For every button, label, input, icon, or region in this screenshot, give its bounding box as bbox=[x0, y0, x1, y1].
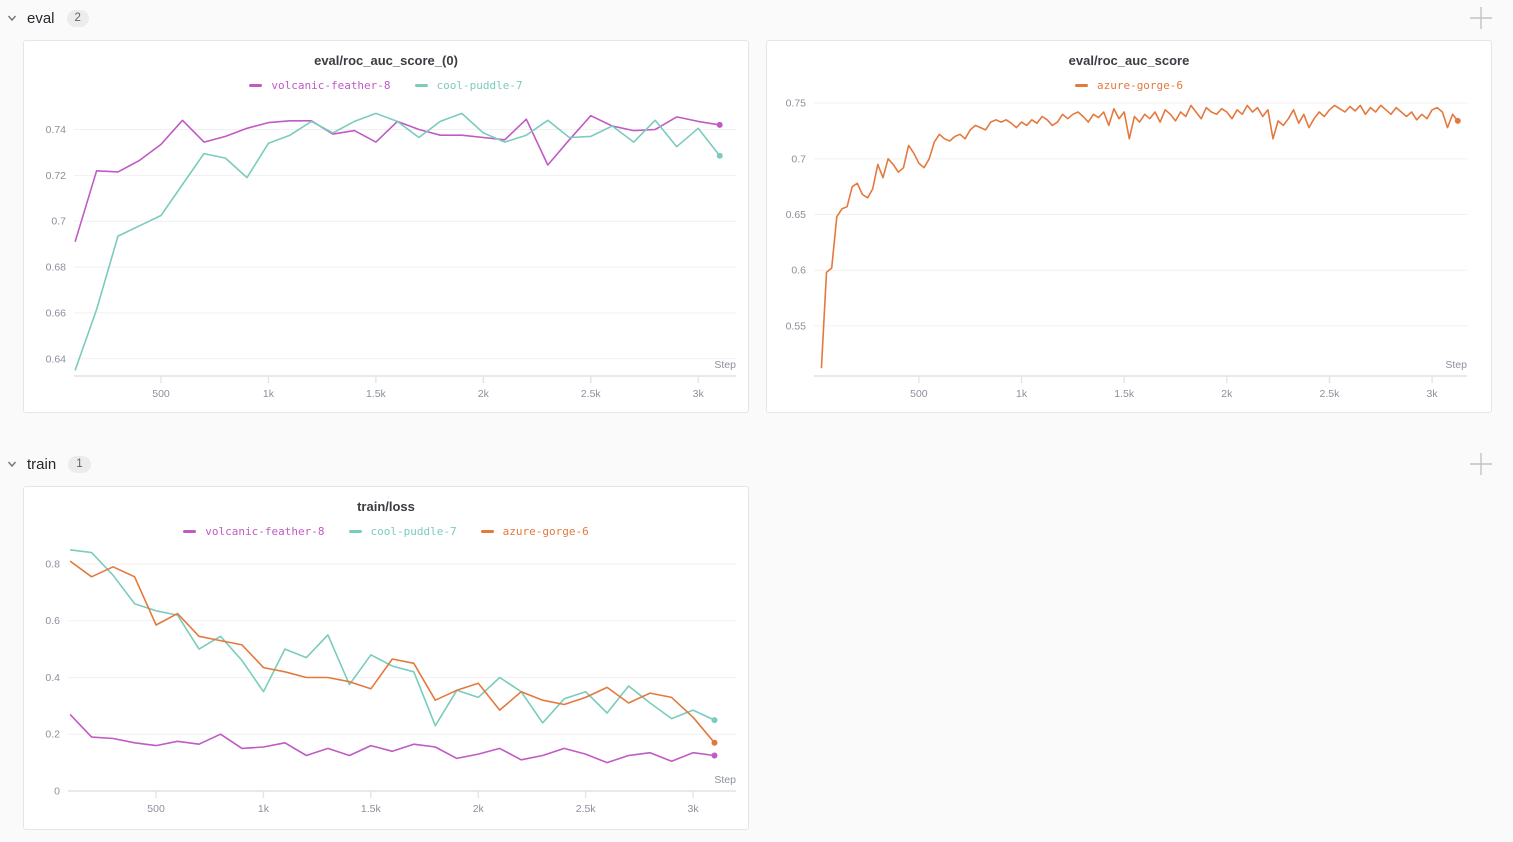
x-tick-label: 3k bbox=[693, 388, 705, 400]
line-chart-plot[interactable]: 0 0.2 0.4 0.6 0.8 500 1k 1.5k 2k 2.5k 3k Step bbox=[24, 487, 750, 831]
x-tick-label: 1k bbox=[1016, 388, 1028, 400]
legend-item-azure-gorge-6[interactable]: azure-gorge-6 bbox=[480, 525, 589, 538]
section-count-badge: 2 bbox=[66, 9, 89, 27]
series-endpoint-dot bbox=[716, 152, 723, 159]
x-tick-label: 1k bbox=[263, 388, 275, 400]
panels-row-eval: eval/roc_auc_score_(0) volcanic-feather-… bbox=[0, 31, 1513, 413]
y-tick-label: 0.64 bbox=[46, 353, 67, 365]
x-tick-label: 2k bbox=[478, 388, 490, 400]
legend-swatch bbox=[1074, 84, 1088, 87]
x-tick-label: 500 bbox=[152, 388, 170, 400]
legend-run-name: cool-puddle-7 bbox=[436, 79, 523, 92]
panels-row-train: train/loss volcanic-feather-8 cool-puddle… bbox=[0, 477, 1513, 830]
y-tick-label: 0.8 bbox=[45, 558, 60, 570]
x-tick-label: 500 bbox=[910, 388, 928, 400]
legend-swatch bbox=[183, 530, 197, 533]
legend-item-cool-puddle-7[interactable]: cool-puddle-7 bbox=[348, 525, 457, 538]
series-endpoint-dot bbox=[711, 717, 718, 724]
series-line-cool-puddle-7 bbox=[69, 549, 715, 727]
y-tick-label: 0.6 bbox=[791, 265, 806, 277]
y-tick-label: 0.68 bbox=[46, 262, 67, 274]
chart-legend: volcanic-feather-8 cool-puddle-7 azure-gor… bbox=[24, 525, 748, 538]
x-tick-label: 1k bbox=[258, 803, 270, 815]
section-title[interactable]: eval bbox=[27, 9, 55, 27]
legend-run-name: azure-gorge-6 bbox=[502, 525, 589, 538]
y-tick-label: 0.7 bbox=[51, 216, 66, 228]
series-line-azure-gorge-6 bbox=[820, 104, 1459, 369]
y-tick-label: 0.55 bbox=[786, 320, 807, 332]
y-tick-label: 0.2 bbox=[45, 729, 60, 741]
legend-run-name: azure-gorge-6 bbox=[1096, 79, 1184, 92]
section-header-train: train 1 bbox=[0, 451, 1513, 477]
line-chart-plot[interactable]: 0.64 0.66 0.68 0.7 0.72 0.74 500 1k 1.5k 2k 2.5k 3k… bbox=[24, 41, 750, 414]
legend-run-name: volcanic-feather-8 bbox=[271, 79, 391, 92]
chart-panel-train-loss[interactable]: train/loss volcanic-feather-8 cool-puddle… bbox=[23, 486, 749, 830]
y-tick-label: 0.6 bbox=[45, 615, 60, 627]
x-tick-label: 3k bbox=[1427, 388, 1439, 400]
legend-swatch bbox=[414, 84, 428, 87]
chart-title: train/loss bbox=[357, 499, 415, 514]
x-tick-label: 1.5k bbox=[366, 388, 387, 400]
x-tick-label: 3k bbox=[687, 803, 699, 815]
series-line-volcanic-feather-8 bbox=[69, 713, 715, 764]
legend-item-volcanic-feather-8[interactable]: volcanic-feather-8 bbox=[249, 79, 391, 92]
x-axis-label: Step bbox=[714, 359, 736, 371]
x-tick-label: 2.5k bbox=[576, 803, 597, 815]
chart-legend: azure-gorge-6 bbox=[767, 79, 1491, 92]
add-panel-button[interactable] bbox=[1467, 4, 1495, 32]
series-line-cool-puddle-7 bbox=[74, 112, 721, 371]
series-endpoint-dot bbox=[1454, 117, 1461, 124]
section-header-eval: eval 2 bbox=[0, 5, 1513, 31]
chart-panel-eval-roc-auc-score[interactable]: eval/roc_auc_score azure-gorge-6 0.55 0.6… bbox=[766, 40, 1492, 413]
legend-run-name: volcanic-feather-8 bbox=[205, 525, 325, 538]
series-endpoint-dot bbox=[711, 752, 718, 759]
series-endpoint-dot bbox=[716, 121, 723, 128]
y-tick-label: 0.7 bbox=[791, 153, 806, 165]
x-axis-label: Step bbox=[1445, 359, 1467, 371]
x-tick-label: 1.5k bbox=[1114, 388, 1135, 400]
add-panel-button[interactable] bbox=[1467, 450, 1495, 478]
legend-swatch bbox=[348, 530, 362, 533]
chart-panel-eval-roc-auc-score-0[interactable]: eval/roc_auc_score_(0) volcanic-feather-… bbox=[23, 40, 749, 413]
x-tick-label: 2.5k bbox=[581, 388, 602, 400]
x-tick-label: 2k bbox=[473, 803, 485, 815]
x-axis-label: Step bbox=[714, 774, 736, 786]
x-tick-label: 1.5k bbox=[361, 803, 382, 815]
y-tick-label: 0.4 bbox=[45, 672, 60, 684]
y-tick-label: 0.74 bbox=[46, 124, 67, 136]
x-tick-label: 2.5k bbox=[1320, 388, 1341, 400]
legend-item-azure-gorge-6[interactable]: azure-gorge-6 bbox=[1074, 79, 1184, 92]
chevron-down-icon[interactable] bbox=[5, 457, 19, 471]
legend-run-name: cool-puddle-7 bbox=[370, 525, 457, 538]
y-tick-label: 0 bbox=[54, 786, 60, 798]
legend-item-cool-puddle-7[interactable]: cool-puddle-7 bbox=[414, 79, 523, 92]
series-line-azure-gorge-6 bbox=[69, 560, 716, 744]
y-tick-label: 0.75 bbox=[786, 98, 807, 110]
section-count-badge: 1 bbox=[68, 455, 91, 473]
section-eval: eval 2 eval/roc_auc_score_(0) volcanic-f… bbox=[0, 5, 1513, 413]
x-tick-label: 2k bbox=[1221, 388, 1233, 400]
chart-legend: volcanic-feather-8 cool-puddle-7 bbox=[24, 79, 748, 92]
y-tick-label: 0.72 bbox=[46, 170, 67, 182]
section-train: train 1 train/loss volcanic-feather-8 coo… bbox=[0, 451, 1513, 830]
legend-swatch bbox=[480, 530, 494, 533]
y-tick-label: 0.66 bbox=[46, 307, 67, 319]
chart-title: eval/roc_auc_score_(0) bbox=[314, 53, 458, 68]
chart-title: eval/roc_auc_score bbox=[1068, 53, 1190, 68]
series-endpoint-dot bbox=[711, 739, 718, 746]
line-chart-plot[interactable]: 0.55 0.6 0.65 0.7 0.75 500 1k 1.5k 2k 2.5k 3k Step bbox=[767, 41, 1493, 414]
legend-item-volcanic-feather-8[interactable]: volcanic-feather-8 bbox=[183, 525, 325, 538]
y-tick-label: 0.65 bbox=[786, 209, 807, 221]
chevron-down-icon[interactable] bbox=[5, 11, 19, 25]
x-tick-label: 500 bbox=[147, 803, 165, 815]
section-title[interactable]: train bbox=[27, 455, 57, 473]
legend-swatch bbox=[249, 84, 263, 87]
